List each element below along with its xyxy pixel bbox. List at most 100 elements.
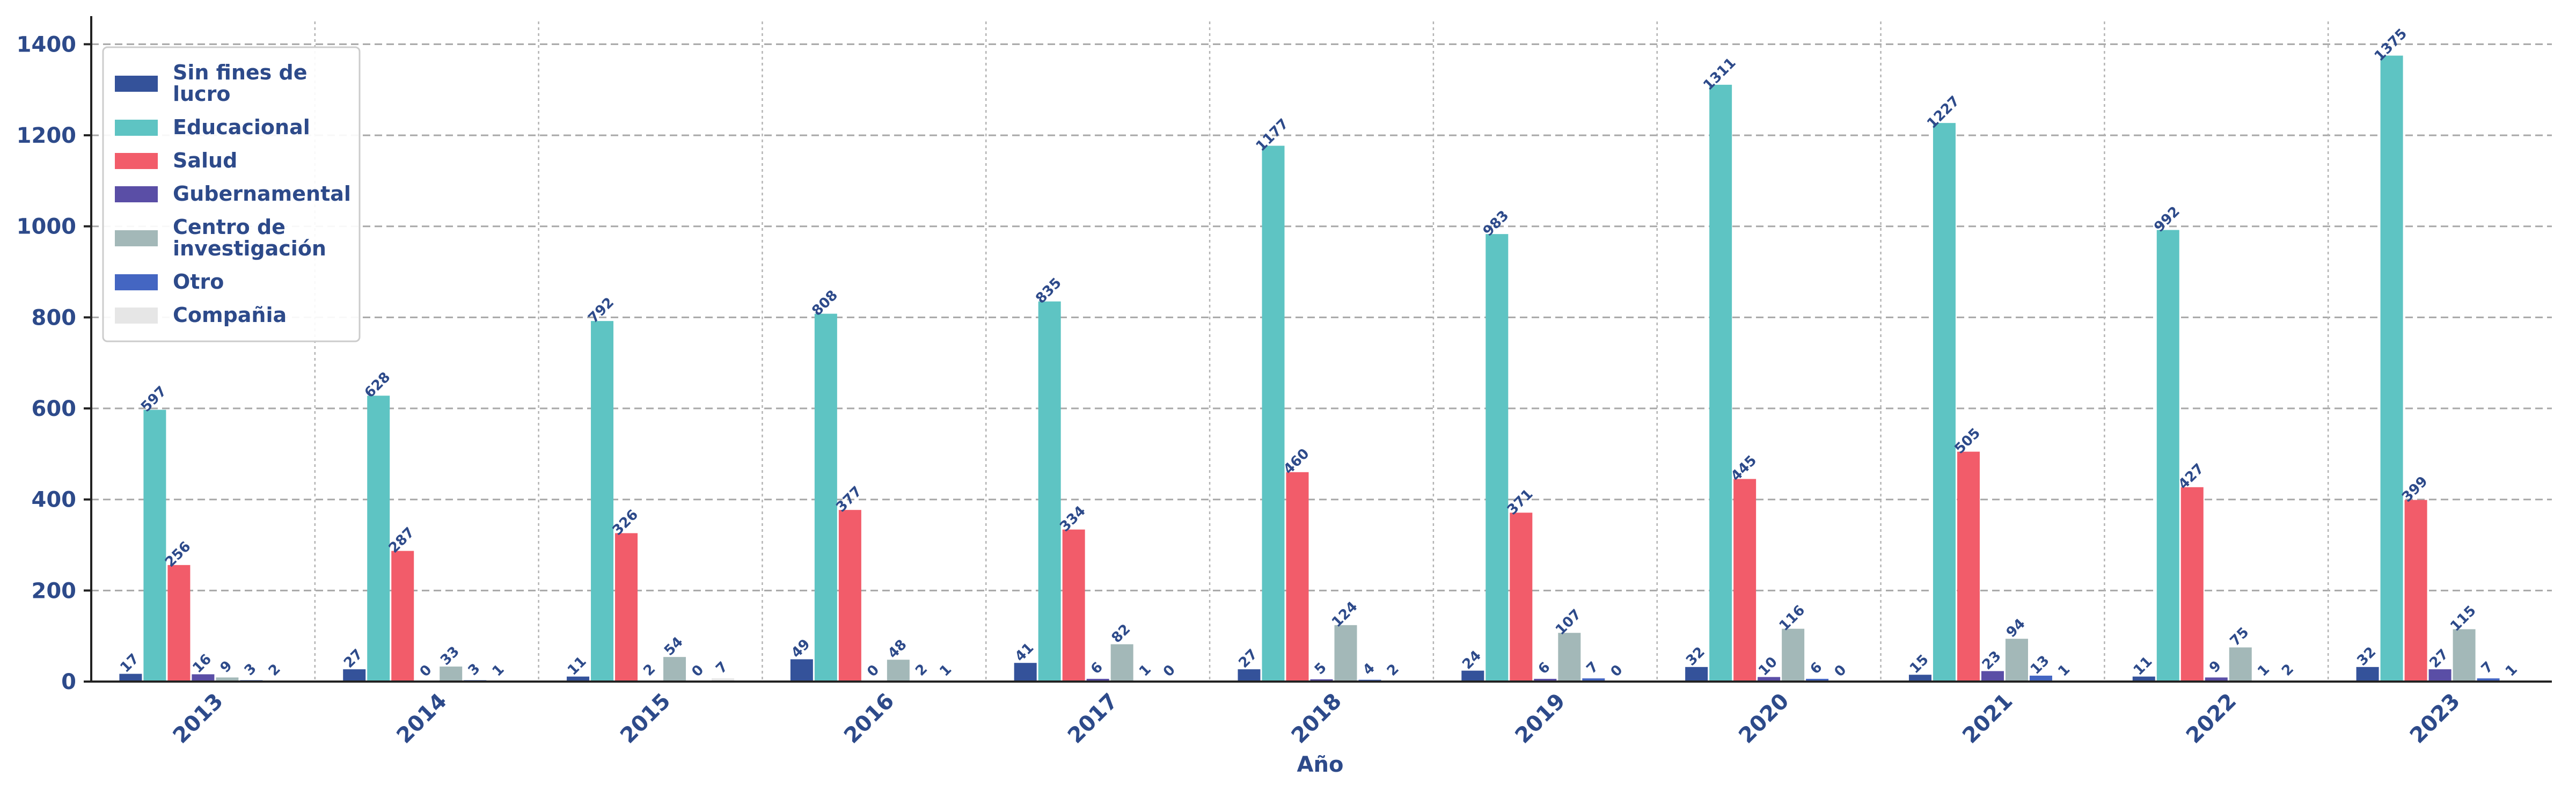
bar-2019-2 — [1485, 234, 1509, 682]
y-tick-label: 800 — [32, 305, 77, 330]
bar-value-label: 4 — [1360, 660, 1378, 678]
bar-2014-1 — [343, 669, 366, 682]
bar-2017-1 — [1014, 663, 1037, 682]
y-tick-label: 400 — [32, 488, 77, 513]
bar-2018-4 — [1310, 679, 1333, 682]
legend-swatch — [115, 153, 158, 169]
legend-swatch — [115, 186, 158, 202]
bar-value-label: 27 — [341, 646, 366, 671]
x-tick-label: 2021 — [1958, 689, 2017, 748]
bar-value-label: 6 — [1088, 659, 1106, 677]
legend-label: Centro de investigación — [173, 215, 326, 260]
bar-value-label: 6 — [1807, 659, 1825, 677]
x-tick-label: 2017 — [1063, 689, 1123, 748]
bar-2021-5 — [2005, 639, 2028, 682]
bar-value-label: 2 — [912, 661, 931, 679]
bar-2014-3 — [391, 551, 414, 682]
bar-2023-1 — [2356, 667, 2379, 682]
bar-2020-3 — [1733, 479, 1757, 682]
x-tick-label: 2020 — [1734, 689, 1794, 748]
bar-2018-1 — [1238, 669, 1261, 682]
legend-label: Sin fines de lucro — [173, 61, 308, 106]
legend-label: Gubernamental — [173, 182, 351, 206]
bar-value-label: 27 — [2427, 646, 2452, 671]
bar-2023-2 — [2380, 55, 2403, 682]
bar-2018-5 — [1334, 625, 1357, 682]
bar-value-label: 32 — [2354, 644, 2380, 669]
bar-2016-5 — [887, 660, 910, 682]
bar-2022-5 — [2229, 647, 2252, 682]
x-tick-label: 2016 — [839, 689, 899, 748]
bar-2015-3 — [615, 533, 638, 682]
bar-2015-7 — [712, 678, 735, 682]
bar-value-label: 2 — [2279, 661, 2297, 679]
bar-value-label: 1 — [2502, 661, 2521, 679]
bar-value-label: 75 — [2227, 624, 2252, 649]
y-tick-label: 600 — [32, 397, 77, 421]
bar-2023-3 — [2404, 500, 2427, 682]
x-tick-label: 2015 — [616, 689, 675, 748]
bar-value-label: 7 — [1584, 658, 1602, 677]
bar-value-label: 16 — [189, 651, 215, 676]
bar-2019-4 — [1534, 678, 1557, 682]
bar-2013-5 — [216, 677, 239, 682]
bar-2020-6 — [1806, 678, 1829, 682]
bar-2020-5 — [1782, 628, 1805, 682]
x-tick-label: 2023 — [2405, 689, 2465, 748]
bar-2022-4 — [2205, 677, 2228, 682]
legend-swatch — [115, 308, 158, 324]
legend-box — [102, 46, 361, 342]
bar-value-label: 94 — [2003, 616, 2029, 641]
bar-value-label: 1 — [2055, 661, 2073, 679]
bar-2019-3 — [1510, 513, 1533, 682]
bar-value-label: 23 — [1979, 648, 2004, 673]
y-tick-label: 1000 — [17, 215, 76, 239]
legend-swatch — [115, 120, 158, 136]
bar-value-label: 1 — [2255, 661, 2273, 679]
x-axis-title: Año — [1297, 752, 1344, 777]
bar-value-label: 49 — [788, 636, 814, 661]
legend-label: Educacional — [173, 115, 310, 139]
bar-value-label: 17 — [117, 651, 142, 676]
bar-2016-1 — [790, 659, 813, 682]
bar-2013-1 — [119, 674, 142, 682]
bar-2018-3 — [1286, 472, 1309, 682]
bar-value-label: 5 — [1312, 660, 1330, 678]
y-tick-label: 200 — [32, 579, 77, 603]
bar-2021-1 — [1908, 675, 1931, 682]
bar-2021-2 — [1933, 123, 1956, 682]
bar-value-label: 33 — [437, 643, 463, 669]
bar-2015-1 — [567, 676, 590, 682]
bar-2023-6 — [2477, 678, 2500, 682]
x-tick-label: 2018 — [1287, 689, 1346, 748]
legend: Sin fines de lucro Educacional Salud Guberna… — [102, 46, 361, 342]
legend-label: Otro — [173, 270, 224, 294]
bar-value-label: 6 — [1535, 659, 1554, 677]
bar-2014-2 — [367, 396, 390, 682]
bar-value-label: 54 — [661, 634, 686, 659]
bar-2019-5 — [1558, 633, 1581, 682]
legend-swatch — [115, 230, 158, 246]
bar-2022-3 — [2180, 487, 2204, 682]
bar-2020-4 — [1758, 677, 1781, 682]
legend-label: Compañia — [173, 303, 287, 327]
x-tick-label: 2019 — [1511, 689, 1570, 748]
bar-2020-1 — [1685, 667, 1708, 682]
bar-2022-1 — [2132, 676, 2155, 682]
bar-2013-3 — [167, 565, 191, 682]
bar-2016-2 — [814, 313, 837, 682]
bar-2019-1 — [1461, 670, 1484, 682]
bar-2023-4 — [2428, 669, 2451, 682]
bar-2017-4 — [1086, 678, 1109, 682]
bar-2019-6 — [1582, 678, 1605, 682]
bar-2017-2 — [1038, 301, 1061, 682]
bar-value-label: 41 — [1012, 640, 1037, 665]
bar-2013-2 — [143, 409, 166, 682]
bar-value-label: 0 — [864, 662, 882, 680]
bar-value-label: 13 — [2028, 653, 2053, 678]
bar-2014-5 — [440, 667, 463, 682]
bar-2023-5 — [2453, 629, 2476, 682]
bar-value-label: 0 — [689, 662, 707, 680]
bar-2021-3 — [1957, 451, 1980, 682]
